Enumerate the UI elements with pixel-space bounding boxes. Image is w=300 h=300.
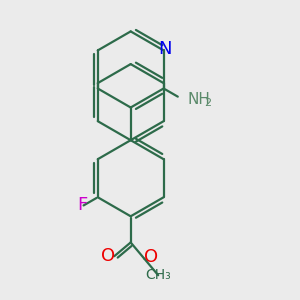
Text: 2: 2 (204, 98, 211, 108)
Text: CH₃: CH₃ (145, 268, 171, 282)
Text: N: N (158, 40, 172, 58)
Text: O: O (101, 247, 115, 265)
Text: F: F (77, 196, 87, 214)
Text: O: O (144, 248, 158, 266)
Text: NH: NH (187, 92, 210, 106)
